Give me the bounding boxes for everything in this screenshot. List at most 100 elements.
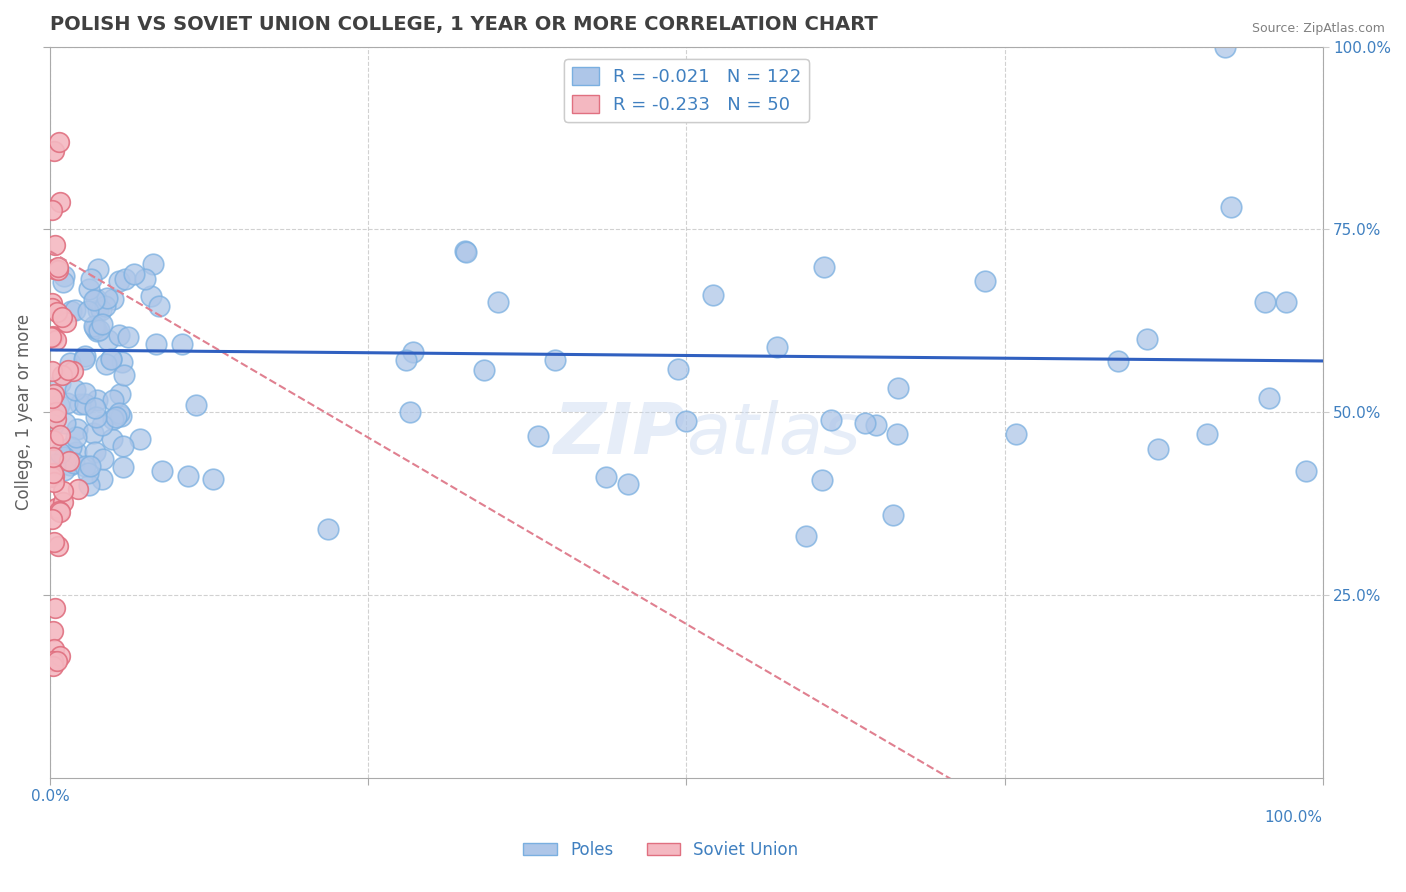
Point [46,263,69,277]
Point [73,349,96,363]
Point [766,340,789,354]
Point [42,466,65,480]
Point [794,528,817,542]
Point [44,144,66,158]
Point [91,472,114,486]
Point [402,345,425,359]
Point [53,450,76,464]
Point [45,305,67,319]
Text: 100.0%: 100.0% [1264,811,1323,825]
Point [41,301,63,316]
Point [41,330,63,344]
Point [65,383,87,397]
Point [104,409,127,424]
Point [51,310,73,324]
Point [887,380,910,394]
Point [117,330,139,344]
Point [145,337,167,351]
Point [112,459,135,474]
Point [60,303,83,318]
Point [110,409,132,423]
Point [48,427,70,442]
Point [820,413,842,427]
Point [453,244,475,259]
Point [94,299,117,313]
Point [139,289,162,303]
Point [77,282,100,296]
Point [41,450,63,464]
Point [44,469,66,483]
Point [1107,354,1129,368]
Point [865,417,887,432]
Point [595,470,617,484]
Point [52,275,75,289]
Point [42,654,65,668]
Point [73,385,96,400]
Point [53,416,76,430]
Point [41,512,63,526]
Text: POLISH VS SOVIET UNION COLLEGE, 1 YEAR OR MORE CORRELATION CHART: POLISH VS SOVIET UNION COLLEGE, 1 YEAR O… [51,15,879,34]
Text: atlas: atlas [686,400,860,468]
Point [46,260,69,274]
Point [886,427,908,442]
Point [1257,391,1279,405]
Point [45,405,67,419]
Point [45,501,67,516]
Point [59,458,82,473]
Point [87,323,110,337]
Point [882,508,904,523]
Point [41,329,63,343]
Point [395,352,418,367]
Point [100,352,122,367]
Point [83,319,105,334]
Point [91,317,114,331]
Point [44,457,66,471]
Point [811,473,834,487]
Point [73,397,96,411]
Point [666,361,689,376]
Point [45,412,67,426]
Point [62,456,84,470]
Point [1213,39,1236,54]
Point [974,274,997,288]
Point [41,203,63,218]
Point [134,272,156,286]
Point [107,406,129,420]
Point [1220,201,1243,215]
Point [122,267,145,281]
Point [96,291,118,305]
Point [80,272,103,286]
Point [77,477,100,491]
Point [66,483,89,497]
Point [86,325,108,339]
Legend: Poles, Soviet Union: Poles, Soviet Union [516,835,806,866]
Point [527,429,550,443]
Point [100,352,122,367]
Point [86,261,108,276]
Point [51,368,73,383]
Point [65,445,87,459]
Point [41,364,63,378]
Point [101,392,124,407]
Point [55,315,77,329]
Point [41,392,63,406]
Point [42,433,65,447]
Point [53,269,76,284]
Point [101,432,124,446]
Point [41,329,63,343]
Point [63,302,86,317]
Point [148,299,170,313]
Point [101,292,124,306]
Point [73,458,96,473]
Point [675,414,697,428]
Point [79,459,101,474]
Point [172,337,194,351]
Point [46,539,69,553]
Point [617,476,640,491]
Point [1295,464,1317,478]
Point [84,292,107,306]
Point [52,484,75,499]
Point [107,328,129,343]
Y-axis label: College, 1 year or more: College, 1 year or more [15,314,32,510]
Point [48,398,70,412]
